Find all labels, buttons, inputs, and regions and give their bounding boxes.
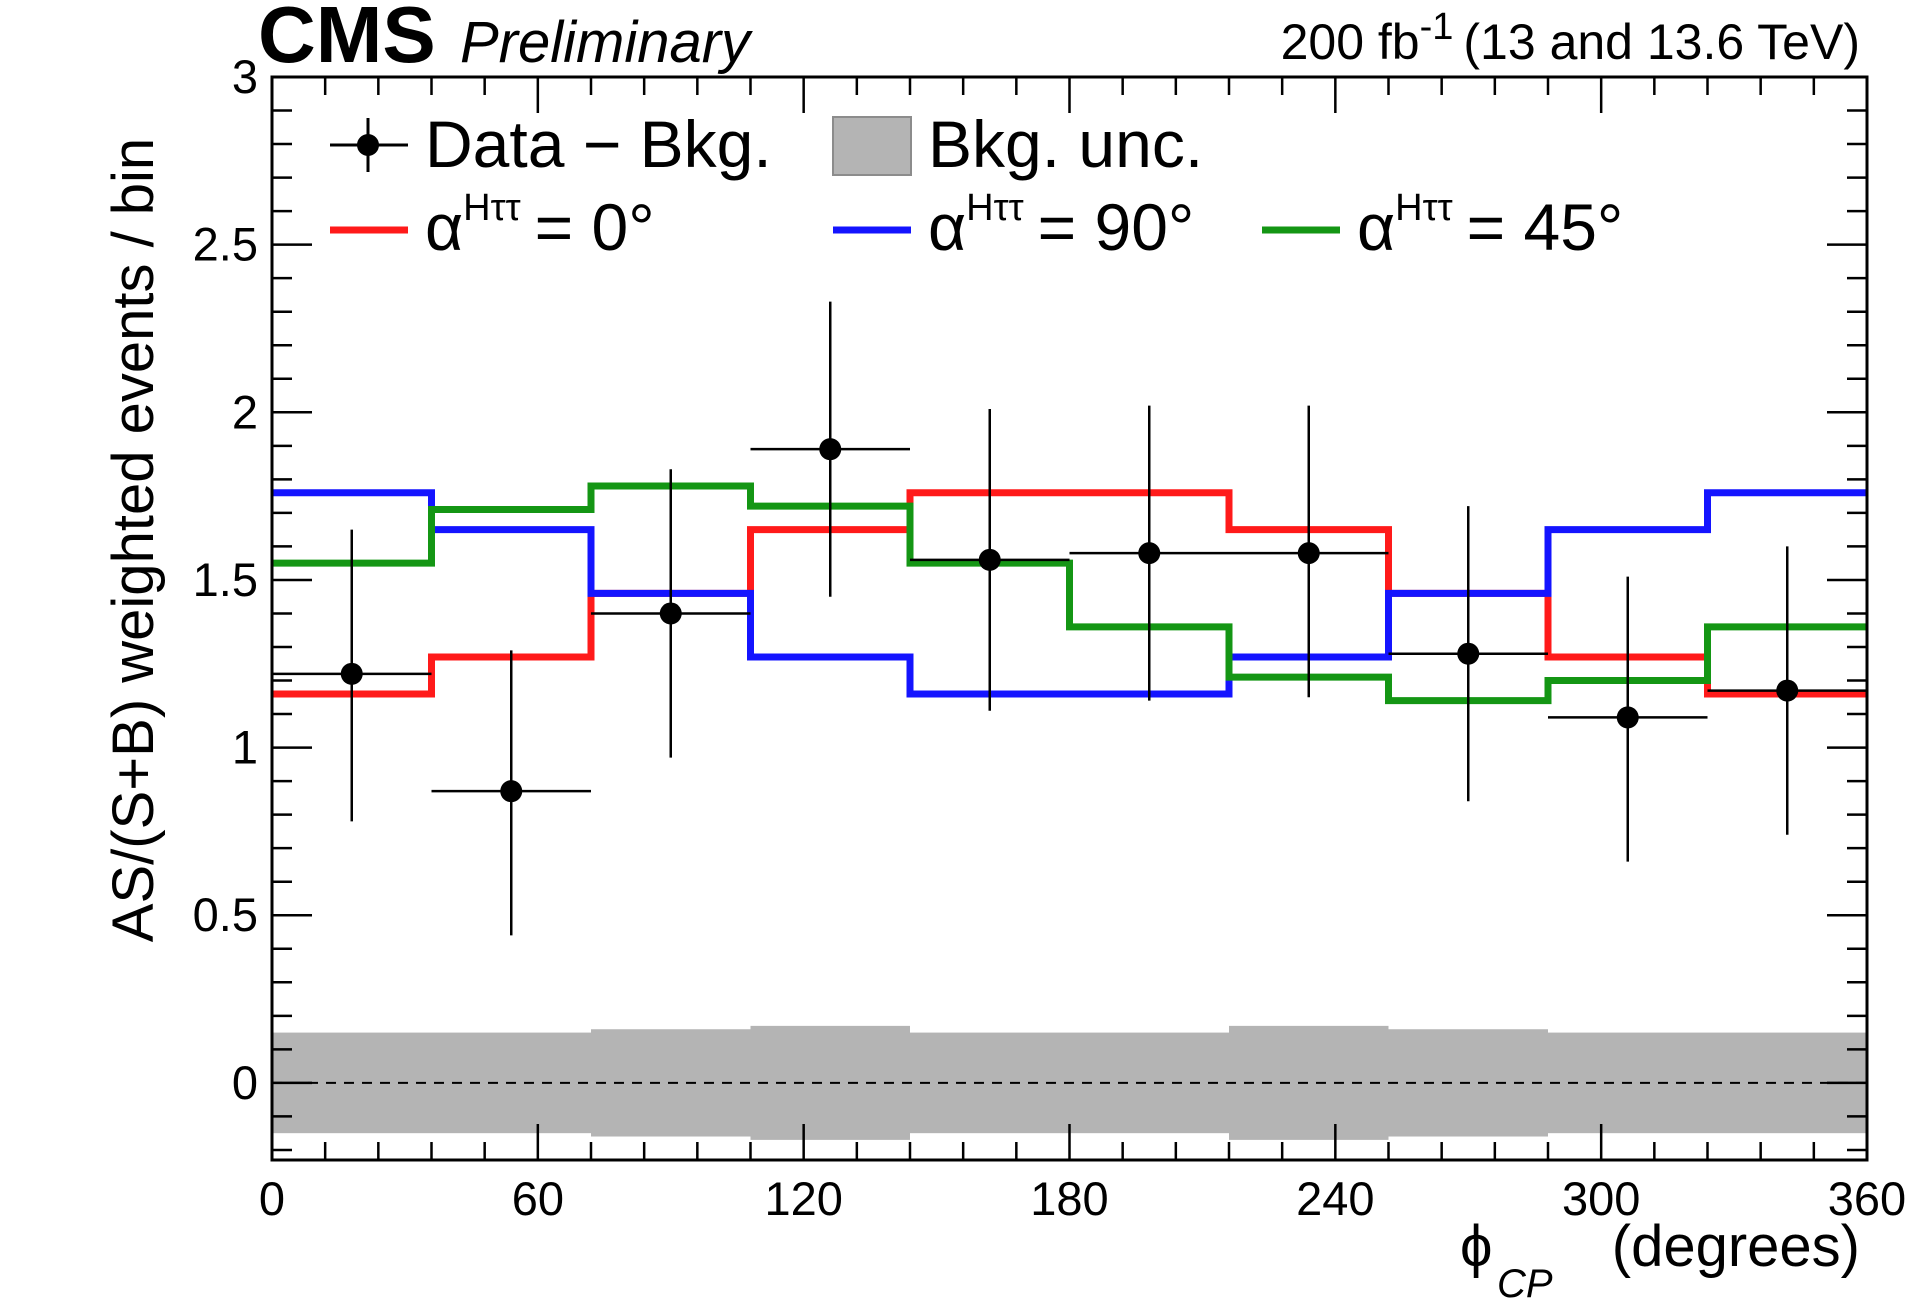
legend-entry-alpha45: αHττ = 45° xyxy=(1262,187,1623,264)
axes-layer: 0 60 120 180 240 300 360 0 0.5 1 1.5 2 2.5 3 xyxy=(193,50,1907,1225)
data-point-5 xyxy=(1069,405,1229,701)
x-axis-symbol: ϕ xyxy=(1460,1214,1492,1279)
data-point-1 xyxy=(431,650,591,936)
legend-entry-unc: Bkg. unc. xyxy=(832,107,1203,181)
lumi-value: 200 fb xyxy=(1281,14,1420,70)
legend-entry-alpha90: αHττ = 90° xyxy=(833,187,1194,264)
x-tick-label: 120 xyxy=(764,1172,842,1225)
data-point-9 xyxy=(1707,546,1867,835)
x-tick-label: 60 xyxy=(512,1172,564,1225)
legend-entry-alpha0: αHττ = 0° xyxy=(330,187,655,264)
legend: Data − Bkg. Bkg. unc. αHττ = 0° αHττ = 90°… xyxy=(330,107,1623,264)
data-point-4 xyxy=(910,408,1070,711)
data-marker-4 xyxy=(978,548,1001,571)
data-marker-0 xyxy=(340,662,363,685)
x-tick-label: 360 xyxy=(1828,1172,1906,1225)
bkg-unc-bin-4 xyxy=(910,1032,1070,1134)
histogram-alpha45 xyxy=(272,482,1867,705)
data-point-0 xyxy=(272,529,432,822)
legend-entry-data: Data − Bkg. xyxy=(330,107,772,181)
legend-unc-swatch xyxy=(832,116,912,176)
lumi-exponent: -1 xyxy=(1420,6,1454,48)
bkg-unc-bin-5 xyxy=(1069,1032,1229,1134)
data-marker-8 xyxy=(1616,706,1639,729)
x-axis-unit: (degrees) xyxy=(1612,1214,1860,1279)
data-point-3 xyxy=(750,301,910,597)
x-tick-label: 180 xyxy=(1030,1172,1108,1225)
histogram-alpha90 xyxy=(272,489,1867,698)
y-tick-label: 2 xyxy=(232,385,258,438)
data-point-2 xyxy=(591,469,751,758)
x-tick-label: 0 xyxy=(259,1172,285,1225)
experiment-logo: CMS xyxy=(258,0,436,79)
legend-data-marker xyxy=(357,134,379,156)
data-marker-1 xyxy=(500,780,523,803)
data-marker-7 xyxy=(1457,642,1480,665)
y-tick-label: 1 xyxy=(232,721,258,774)
histogram-layer xyxy=(272,482,1867,705)
histogram-alpha0 xyxy=(272,489,1867,698)
legend-data-label: Data − Bkg. xyxy=(425,107,772,181)
x-tick-label: 240 xyxy=(1296,1172,1374,1225)
data-marker-3 xyxy=(819,438,842,461)
legend-alpha0-label: αHττ = 0° xyxy=(425,187,655,264)
x-tick-label: 300 xyxy=(1562,1172,1640,1225)
x-axis-title: ϕ CP (degrees) xyxy=(1460,1214,1860,1306)
data-point-6 xyxy=(1229,405,1389,698)
data-marker-9 xyxy=(1776,679,1799,702)
data-marker-2 xyxy=(659,602,682,625)
x-axis-subscript: CP xyxy=(1497,1262,1553,1301)
data-marker-5 xyxy=(1138,542,1161,565)
status-label: Preliminary xyxy=(460,10,753,75)
y-tick-label: 1.5 xyxy=(193,553,258,606)
y-tick-label: 0.5 xyxy=(193,888,258,941)
legend-alpha90-label: αHττ = 90° xyxy=(928,187,1194,264)
data-point-8 xyxy=(1548,576,1708,862)
data-points-layer xyxy=(272,301,1867,936)
data-point-7 xyxy=(1388,506,1548,802)
y-tick-label: 2.5 xyxy=(193,218,258,271)
y-axis-title: AS/(S+B) weighted events / bin xyxy=(101,138,166,942)
y-tick-label: 0 xyxy=(232,1056,258,1109)
luminosity-label: 200 fb-1 (13 and 13.6 TeV) xyxy=(1281,6,1860,70)
legend-unc-label: Bkg. unc. xyxy=(928,107,1203,181)
energy-label: (13 and 13.6 TeV) xyxy=(1463,14,1860,70)
y-tick-label: 3 xyxy=(232,50,258,103)
legend-alpha45-label: αHττ = 45° xyxy=(1357,187,1623,264)
data-marker-6 xyxy=(1297,542,1320,565)
